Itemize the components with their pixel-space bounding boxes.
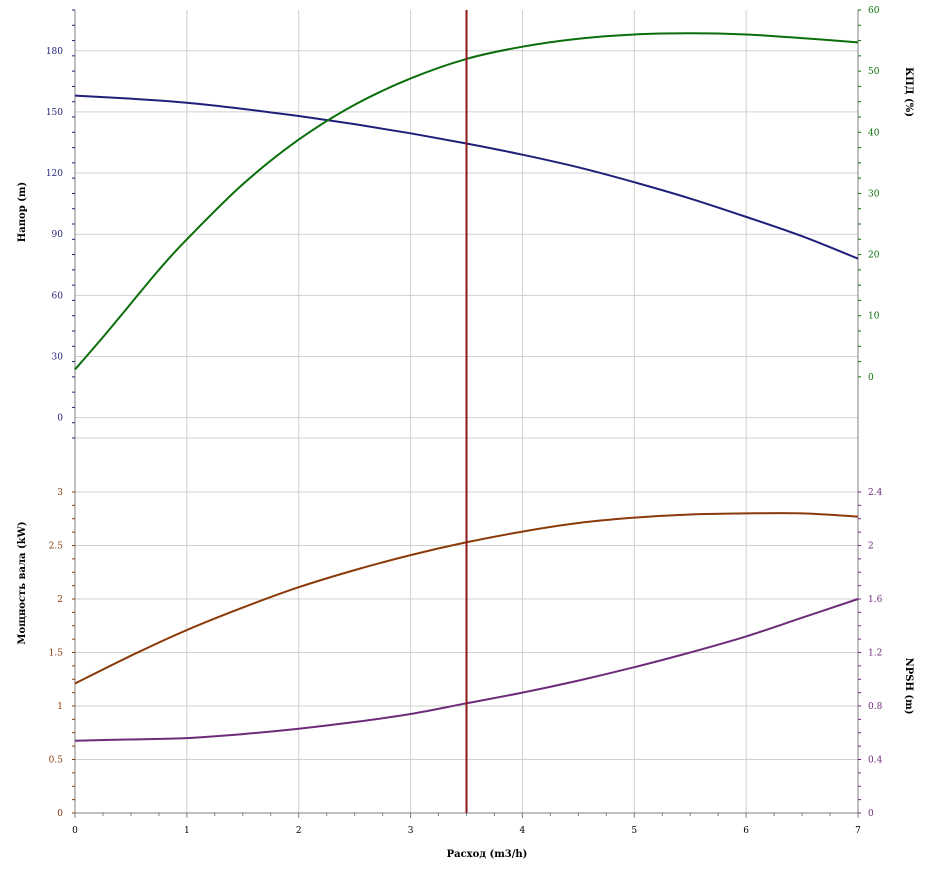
npsh-tick-label: 1.6: [868, 595, 883, 605]
npsh-tick-label: 1.2: [868, 649, 882, 659]
x-tick-label: 6: [743, 826, 749, 836]
x-tick-label: 3: [408, 826, 414, 836]
npsh-tick-label: 2.4: [868, 488, 883, 498]
npsh-tick-label: 0.4: [868, 756, 883, 766]
x-tick-label: 4: [520, 826, 526, 836]
efficiency-tick-label: 60: [868, 6, 880, 16]
power-tick-label: 0.5: [49, 756, 64, 766]
head-tick-label: 90: [52, 230, 64, 240]
power-tick-label: 1.5: [49, 649, 64, 659]
head-tick-label: 30: [52, 352, 64, 362]
head-tick-label: 120: [46, 169, 63, 179]
npsh-tick-label: 2: [868, 542, 874, 552]
head-axis-title: Напор (m): [17, 182, 28, 242]
efficiency-axis-title: КПД (%): [903, 67, 914, 117]
head-tick-label: 60: [52, 291, 64, 301]
x-tick-label: 5: [631, 826, 637, 836]
npsh-tick-label: 0: [868, 809, 874, 819]
x-axis-title: Расход (m3/h): [447, 849, 528, 860]
x-tick-label: 0: [72, 826, 78, 836]
power-axis-title: Мощность вала (kW): [17, 521, 28, 644]
power-tick-label: 1: [57, 702, 63, 712]
x-tick-label: 7: [855, 826, 861, 836]
axes-layer: [72, 9, 861, 818]
efficiency-tick-label: 0: [868, 373, 874, 383]
x-tick-label: 1: [184, 826, 190, 836]
head-tick-label: 0: [57, 414, 63, 424]
efficiency-curve: [74, 32, 859, 371]
text-layer: 0306090120150180010203040506000.511.522.…: [46, 6, 883, 836]
power-tick-label: 2: [57, 595, 63, 605]
efficiency-tick-label: 20: [868, 251, 880, 261]
power-tick-label: 0: [57, 809, 63, 819]
power-tick-label: 2.5: [49, 542, 64, 552]
npsh-axis-title: NPSH (m): [903, 658, 914, 715]
npsh-tick-label: 0.8: [868, 702, 883, 712]
power-tick-label: 3: [57, 488, 63, 498]
efficiency-tick-label: 10: [868, 312, 880, 322]
x-tick-label: 2: [296, 826, 302, 836]
efficiency-tick-label: 40: [868, 128, 880, 138]
series-layer: [74, 10, 859, 813]
head-tick-label: 150: [46, 108, 63, 118]
efficiency-tick-label: 50: [868, 67, 880, 77]
head-tick-label: 180: [46, 47, 63, 57]
efficiency-tick-label: 30: [868, 189, 880, 199]
